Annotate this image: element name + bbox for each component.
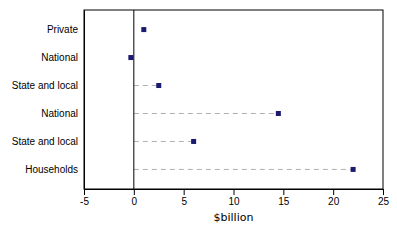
x-tick-mark — [333, 189, 334, 195]
x-tick: 10 — [228, 189, 240, 207]
dot — [351, 167, 356, 172]
dot — [191, 139, 196, 144]
y-tick-label: National — [41, 108, 78, 119]
x-tick: 20 — [328, 189, 340, 207]
marks — [128, 10, 355, 189]
connector — [134, 85, 159, 86]
dot — [276, 111, 281, 116]
y-tick-label: Private — [47, 24, 79, 35]
plot: -5 0 5 10 15 20 25 Private National State and loc… — [12, 10, 390, 207]
series-1 — [134, 86, 353, 170]
zero-line — [133, 10, 134, 189]
x-tick: 15 — [278, 189, 290, 207]
x-tick-mark — [84, 189, 85, 195]
connector — [134, 113, 279, 114]
x-tick: 25 — [378, 189, 390, 207]
y-tick-label: National — [41, 52, 78, 63]
x-tick-label: 10 — [228, 196, 240, 207]
x-tick-mark — [283, 189, 284, 195]
y-tick: Private — [47, 24, 84, 35]
y-axis: Private National State and local National St… — [12, 11, 85, 190]
x-tick-label: 20 — [328, 196, 340, 207]
plot-frame — [84, 10, 383, 189]
x-tick-mark — [134, 189, 135, 195]
x-tick: -5 — [80, 189, 89, 207]
x-tick: 5 — [181, 189, 187, 207]
y-tick-label: State and local — [12, 136, 78, 147]
y-tick: National — [41, 52, 84, 63]
x-axis-line — [85, 190, 384, 196]
chart: -5 0 5 10 15 20 25 Private National State and loc… — [0, 0, 397, 227]
x-tick: 0 — [132, 189, 138, 207]
x-tick-mark — [234, 189, 235, 195]
y-tick-label: State and local — [12, 80, 78, 91]
y-tick: State and local — [12, 80, 84, 91]
y-tick: National — [41, 108, 84, 119]
x-tick-label: 15 — [278, 196, 290, 207]
dot — [141, 27, 146, 32]
x-tick-label: 25 — [378, 196, 390, 207]
x-tick-label: -5 — [80, 196, 89, 207]
x-axis: -5 0 5 10 15 20 25 — [80, 189, 389, 207]
x-tick-mark — [383, 189, 384, 195]
x-axis-title: $billion — [214, 211, 254, 224]
connector — [134, 141, 194, 142]
y-tick-label: Households — [25, 164, 78, 175]
y-tick: State and local — [12, 136, 84, 147]
series-0 — [128, 27, 355, 172]
y-tick: Households — [25, 164, 84, 175]
y-axis-line — [84, 11, 85, 190]
connector — [134, 169, 353, 170]
dot — [156, 83, 161, 88]
x-tick-mark — [184, 189, 185, 195]
dot — [128, 55, 133, 60]
x-tick-label: 0 — [132, 196, 138, 207]
x-tick-label: 5 — [181, 196, 187, 207]
